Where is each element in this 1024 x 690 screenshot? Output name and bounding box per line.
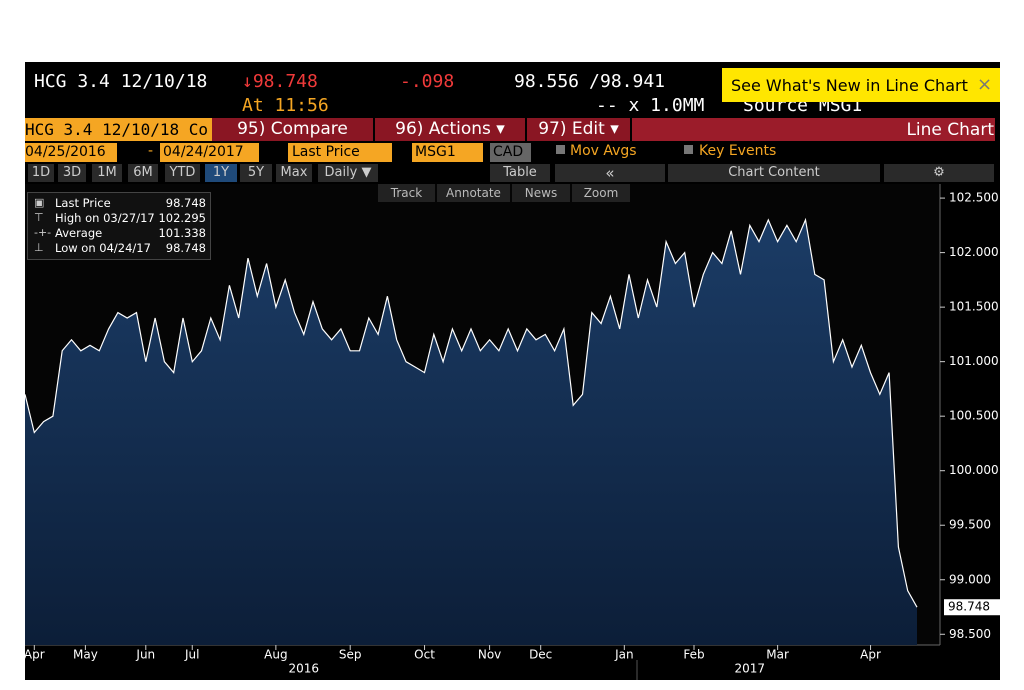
legend-icon: -+- xyxy=(34,226,52,239)
x-tick-label: Mar xyxy=(766,648,789,662)
period-button[interactable]: 3D xyxy=(58,164,86,182)
legend-icon: ▣ xyxy=(34,196,45,209)
ticker: HCG 3.4 12/10/18 xyxy=(34,71,208,92)
period-button[interactable]: 1D xyxy=(28,164,54,182)
field-select[interactable]: Last Price xyxy=(288,143,392,162)
y-tick-label: 100.500 xyxy=(949,409,999,423)
settings-button[interactable]: ⚙ xyxy=(884,164,994,182)
legend-value: 101.338 xyxy=(158,226,206,240)
legend-label: High on 03/27/17 xyxy=(55,211,155,225)
tool-button[interactable]: News xyxy=(512,184,570,202)
date-dash: - xyxy=(148,143,154,159)
legend-icon: ⊤ xyxy=(34,211,44,224)
x-tick-label: Feb xyxy=(683,648,704,662)
legend-value: 98.748 xyxy=(165,196,206,210)
last-value-box xyxy=(944,599,1000,616)
price-line xyxy=(24,217,918,608)
x-tick-label: Apr xyxy=(860,648,881,662)
x-tick-label: Apr xyxy=(24,648,45,662)
key-events[interactable]: Key Events xyxy=(699,143,777,159)
popup-text: See What's New in Line Chart xyxy=(731,76,968,95)
legend-value: 98.748 xyxy=(165,241,206,255)
legend-label: Average xyxy=(55,226,103,240)
legend-label: Low on 04/24/17 xyxy=(55,241,151,255)
tab[interactable]: 97) Edit ▾ xyxy=(527,118,632,141)
collapse-button[interactable]: « xyxy=(555,164,665,182)
time: At 11:56 xyxy=(242,95,329,116)
x-tick-label: Dec xyxy=(529,648,552,662)
y-tick-label: 102.500 xyxy=(949,191,999,205)
period-button[interactable]: 6M xyxy=(128,164,158,182)
x-tick-label: Sep xyxy=(339,648,362,662)
popup[interactable]: See What's New in Line Chart × xyxy=(722,68,1000,102)
y-tick-label: 99.500 xyxy=(949,518,991,532)
y-tick-label: 101.500 xyxy=(949,300,999,314)
tool-button[interactable]: Zoom xyxy=(572,184,630,202)
y-tick-label: 99.000 xyxy=(949,572,991,586)
period-button[interactable]: 1M xyxy=(92,164,122,182)
y-tick-label: 100.000 xyxy=(949,463,999,477)
security-field[interactable]: HCG 3.4 12/10/18 Co xyxy=(25,118,212,141)
view-name: Line Chart xyxy=(906,120,994,140)
legend-value: 102.295 xyxy=(158,211,206,225)
y-tick-label: 101.000 xyxy=(949,354,999,368)
size: -- x 1.0MM xyxy=(596,95,705,116)
period-button[interactable]: 1Y xyxy=(205,164,237,182)
checkbox[interactable] xyxy=(556,145,565,154)
tool-button[interactable]: Annotate xyxy=(437,184,510,202)
start-date[interactable]: 04/25/2016 xyxy=(25,143,117,162)
period-button[interactable]: Max xyxy=(276,164,312,182)
x-tick-label: Aug xyxy=(264,648,287,662)
x-tick-label: Jun xyxy=(135,648,155,662)
year-label: 2016 xyxy=(288,662,319,676)
chart-content-button[interactable]: Chart Content xyxy=(668,164,880,182)
change: -.098 xyxy=(400,71,455,92)
x-tick-label: Jan xyxy=(614,648,634,662)
checkbox[interactable] xyxy=(684,145,693,154)
legend: Last Price 98.748 ▣ High on 03/27/17 102.295… xyxy=(27,192,211,260)
period-button[interactable]: 5Y xyxy=(240,164,272,182)
slash: / xyxy=(589,71,600,92)
tool-button[interactable]: Track xyxy=(378,184,435,202)
period-button[interactable]: YTD xyxy=(165,164,200,182)
x-tick-label: May xyxy=(73,648,98,662)
x-tick-label: Nov xyxy=(478,648,501,662)
mov-avgs[interactable]: Mov Avgs xyxy=(570,143,637,159)
table-button[interactable]: Table xyxy=(490,164,550,182)
x-tick-label: Oct xyxy=(414,648,435,662)
y-tick-label: 98.500 xyxy=(949,627,991,641)
source-field[interactable]: MSG1 xyxy=(412,143,483,162)
popup-close[interactable]: × xyxy=(977,74,993,95)
x-tick-label: Jul xyxy=(184,648,199,662)
y-tick-label: 102.000 xyxy=(949,245,999,259)
last-value-label: 98.748 xyxy=(948,600,990,614)
period-button[interactable]: Daily ▼ xyxy=(318,164,378,182)
ask: 98.941 xyxy=(600,71,666,92)
currency[interactable]: CAD xyxy=(490,143,531,162)
last-price: ↓98.748 xyxy=(242,71,318,92)
area xyxy=(25,219,917,645)
legend-label: Last Price xyxy=(55,196,111,210)
end-date[interactable]: 04/24/2017 xyxy=(160,143,259,162)
tab[interactable]: 95) Compare xyxy=(212,118,375,141)
year-label: 2017 xyxy=(734,662,765,676)
bid: 98.556 xyxy=(514,71,580,92)
legend-icon: ⊥ xyxy=(34,241,44,254)
tab[interactable]: 96) Actions ▾ xyxy=(375,118,527,141)
